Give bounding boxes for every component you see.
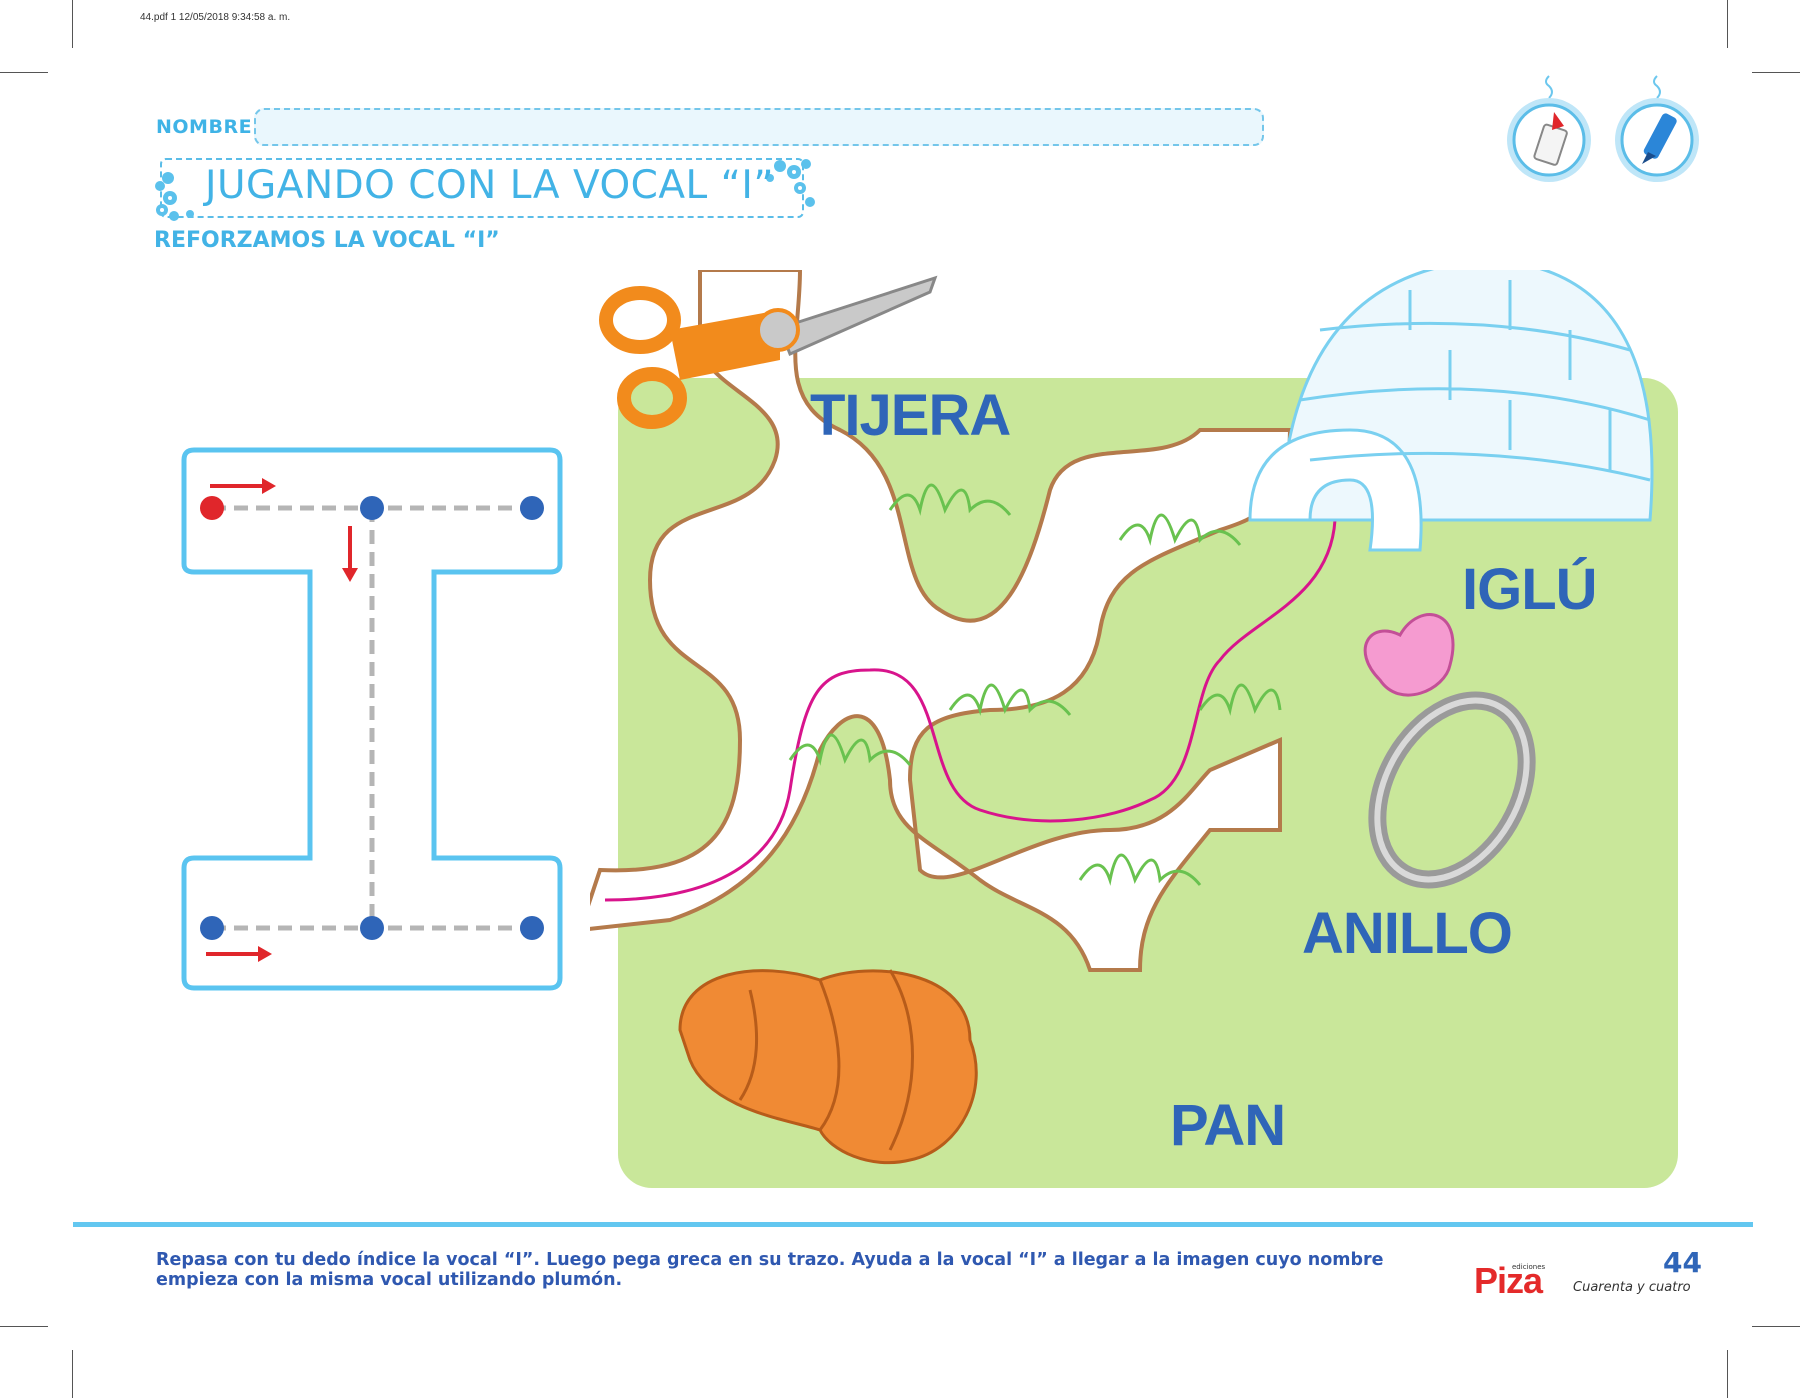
page-number-words: Cuarenta y cuatro	[1573, 1280, 1691, 1295]
word-tijera: TIJERA	[810, 383, 1011, 448]
crop-mark	[0, 72, 48, 73]
crop-mark	[1752, 1326, 1800, 1327]
footer-divider	[73, 1222, 1753, 1227]
word-anillo: ANILLO	[1302, 901, 1513, 966]
publisher-tag: ediciones	[1512, 1263, 1546, 1271]
name-field[interactable]	[254, 108, 1264, 146]
crop-mark	[0, 1326, 48, 1327]
crop-mark	[1727, 1350, 1728, 1398]
flower-decorations	[155, 159, 815, 221]
bread-image	[678, 969, 978, 1165]
trace-line	[604, 519, 1337, 902]
crop-mark	[1727, 0, 1728, 48]
letter-tracing[interactable]	[180, 440, 570, 1000]
word-iglu: IGLÚ	[1462, 557, 1598, 622]
name-label: NOMBRE:	[156, 116, 261, 138]
crop-mark	[72, 1350, 73, 1398]
page-subtitle: REFORZAMOS LA VOCAL “I”	[154, 228, 500, 253]
scissors-image	[599, 275, 938, 429]
grass-tufts	[788, 483, 1282, 886]
crop-mark	[72, 0, 73, 48]
page-title: JUGANDO CON LA VOCAL “I”	[205, 163, 775, 208]
glue-bottle-icon	[1507, 75, 1591, 182]
maze-scene	[590, 270, 1678, 1188]
page-number: 44	[1663, 1246, 1702, 1279]
crop-mark	[1752, 72, 1800, 73]
word-pan: PAN	[1170, 1093, 1286, 1158]
marker-pen-icon	[1615, 75, 1699, 182]
igloo-image	[1248, 270, 1654, 552]
instructions: Repasa con tu dedo índice la vocal “I”. …	[156, 1250, 1384, 1290]
print-metadata: 44.pdf 1 12/05/2018 9:34:58 a. m.	[140, 12, 291, 23]
publisher-logo: Piza	[1474, 1260, 1543, 1301]
ring-image	[1363, 613, 1536, 889]
